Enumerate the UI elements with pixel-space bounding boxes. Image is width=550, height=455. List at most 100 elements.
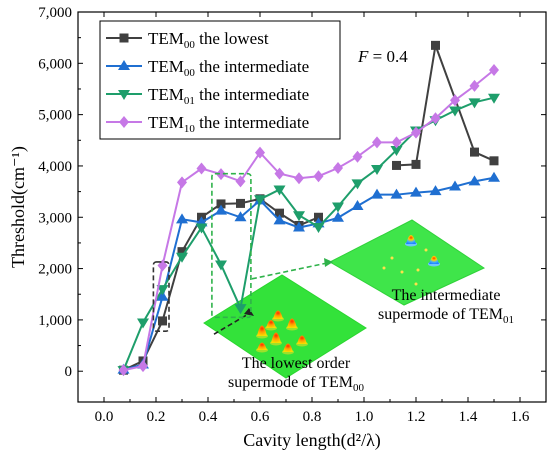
y-tick-label: 3,000 — [38, 210, 72, 226]
data-point — [314, 212, 323, 222]
data-point — [332, 202, 344, 213]
arrow-lowest — [213, 312, 251, 335]
data-point — [176, 213, 188, 224]
legend-label: TEM01 the intermediate — [148, 85, 309, 107]
data-point — [176, 252, 188, 263]
data-point — [254, 195, 266, 206]
x-tick-label: 1.2 — [407, 409, 426, 425]
data-point — [468, 98, 481, 109]
y-tick-label: 2,000 — [38, 262, 72, 278]
data-point — [431, 40, 440, 50]
data-point — [390, 146, 403, 157]
data-point — [235, 175, 246, 188]
inset-intermediate-dot — [382, 266, 386, 270]
y-tick-label: 1,000 — [38, 313, 72, 329]
data-point — [137, 318, 149, 329]
data-point — [119, 116, 129, 128]
x-tick-label: 0.4 — [199, 409, 218, 425]
data-point — [156, 290, 169, 301]
data-point — [215, 260, 227, 271]
legend-entry-2: TEM01 the intermediate — [106, 85, 309, 107]
data-point — [488, 93, 500, 104]
data-point — [488, 171, 500, 182]
x-tick-label: 0.0 — [95, 409, 114, 425]
data-point — [275, 208, 284, 218]
data-point — [429, 185, 442, 196]
inset-lowest-surface — [203, 274, 367, 379]
data-point — [195, 223, 208, 234]
data-point — [236, 198, 245, 208]
legend-entry-3: TEM10 the intermediate — [106, 113, 309, 135]
data-point — [177, 247, 187, 257]
data-point — [371, 188, 383, 199]
x-tick-label: 0.8 — [303, 409, 322, 425]
data-point — [410, 186, 422, 197]
inset-lowest-peak — [271, 332, 281, 343]
y-tick-label: 7,000 — [38, 5, 72, 21]
data-point — [470, 147, 479, 157]
data-point — [411, 159, 421, 169]
arrow-lowest-head — [244, 308, 254, 316]
data-point — [371, 165, 383, 176]
inset-intermediate-dot — [424, 248, 428, 252]
data-point — [216, 168, 226, 181]
inset-lowest-peak — [273, 310, 283, 319]
data-point — [177, 176, 187, 189]
inset-lowest-peak — [297, 335, 307, 344]
inset-intermediate-peak — [406, 235, 416, 244]
data-point — [273, 214, 286, 225]
series-3 — [118, 63, 499, 377]
inset-lowest-peak — [287, 318, 297, 328]
data-point — [352, 150, 363, 163]
x-tick-label: 1.6 — [511, 409, 530, 425]
data-point — [351, 179, 364, 190]
data-point — [390, 188, 403, 199]
data-point — [196, 162, 207, 175]
series-line — [122, 96, 495, 371]
data-point — [119, 33, 129, 43]
data-point — [293, 211, 305, 222]
inset-lowest-peak — [283, 343, 293, 352]
data-point — [411, 126, 421, 139]
data-point — [234, 304, 247, 315]
arrow-intermediate-head — [324, 258, 333, 267]
highlight-box-lowest — [152, 261, 170, 332]
series-line — [396, 41, 495, 167]
data-point — [449, 106, 461, 117]
y-tick-label: 0 — [65, 364, 73, 380]
data-point — [138, 360, 148, 373]
legend-entry-1: TEM00 the intermediate — [106, 57, 309, 79]
data-point — [274, 167, 285, 180]
legend-entry-0: TEM00 the lowest — [106, 29, 269, 51]
data-point — [391, 136, 402, 149]
legend-label: TEM00 the lowest — [148, 29, 269, 51]
inset-lowest-peak — [266, 320, 276, 328]
data-point — [312, 223, 325, 234]
inset-lowest-peak — [257, 325, 267, 336]
data-point — [332, 211, 344, 222]
highlight-box-intermediate — [211, 172, 252, 319]
inset-lowest-caption-line1: The lowest order — [242, 355, 351, 372]
arrow-intermediate — [251, 262, 328, 280]
data-point — [392, 160, 401, 170]
legend-label: TEM00 the intermediate — [148, 57, 309, 79]
data-point — [216, 199, 226, 209]
data-point — [118, 90, 130, 100]
x-tick-label: 0.6 — [251, 409, 270, 425]
y-axis-label: Threshold(cm⁻¹) — [8, 146, 29, 268]
y-tick-label: 5,000 — [38, 108, 72, 124]
data-point — [273, 185, 286, 196]
x-tick-label: 1.0 — [355, 409, 374, 425]
y-tick-label: 4,000 — [38, 159, 72, 175]
data-point — [215, 204, 227, 215]
x-axis-label: Cavity length(d²/λ) — [243, 430, 381, 451]
y-tick-label: 6,000 — [38, 56, 72, 72]
data-point — [333, 162, 343, 174]
inset-lowest-caption-line2: supermode of TEM00 — [228, 374, 365, 394]
x-tick-label: 0.2 — [147, 409, 166, 425]
inset-intermediate-peak — [429, 255, 439, 264]
data-point — [313, 170, 324, 183]
data-point — [489, 156, 499, 166]
f-annotation: F = 0.4 — [357, 47, 408, 66]
